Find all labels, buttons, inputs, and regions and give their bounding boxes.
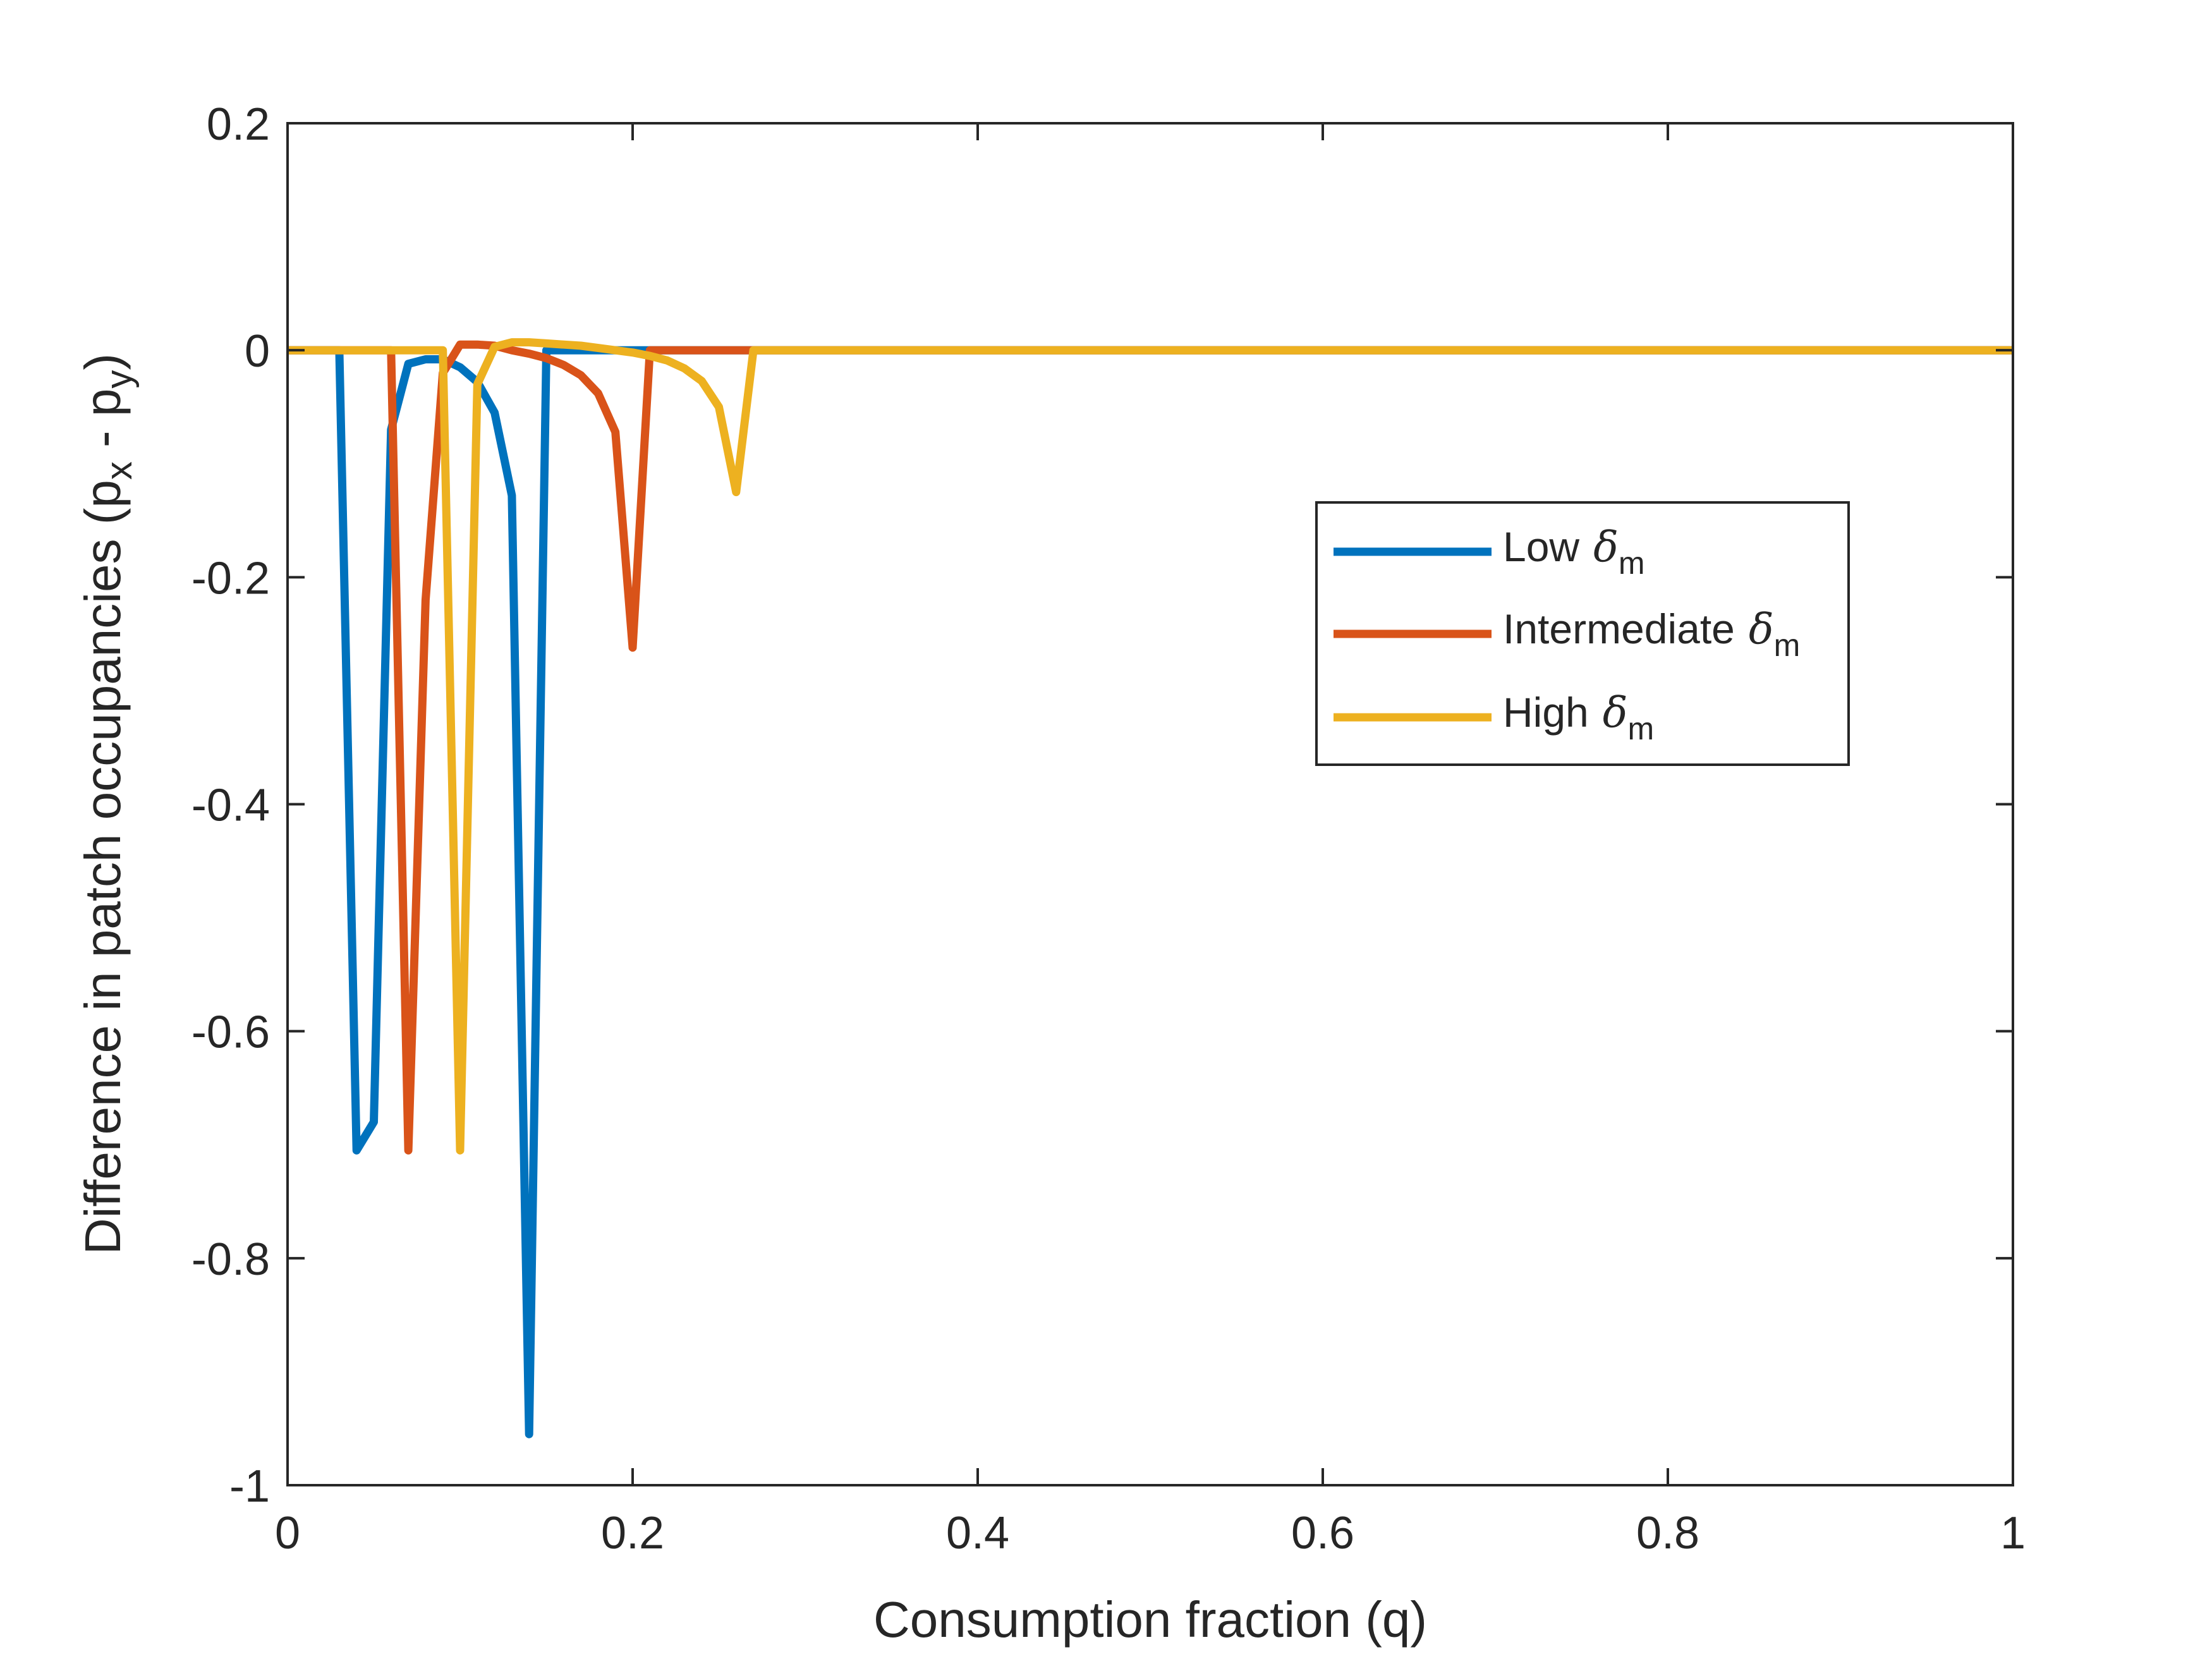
legend-label-high: High δm <box>1503 688 1654 746</box>
x-tick-label: 0.4 <box>946 1508 1009 1559</box>
x-tick-label: 0.6 <box>1291 1508 1354 1559</box>
legend-label-intermediate: Intermediate δm <box>1503 605 1800 663</box>
y-tick-label: -0.2 <box>191 553 270 604</box>
ticks <box>286 122 2014 1486</box>
x-tick-label: 0 <box>275 1508 300 1559</box>
legend-entry-high: High δm <box>1334 688 1654 746</box>
y-tick-label: 0.2 <box>207 99 270 150</box>
legend: Low δm Intermediate δm High δm <box>1315 501 1850 766</box>
y-tick-label: 0 <box>245 326 270 377</box>
series-line-high <box>288 338 2013 1155</box>
legend-entry-low: Low δm <box>1334 523 1644 581</box>
legend-entry-intermediate: Intermediate δm <box>1334 605 1800 663</box>
legend-label-low: Low δm <box>1503 523 1644 581</box>
y-tick-label: -0.8 <box>191 1234 270 1285</box>
x-axis-label: Consumption fraction (q) <box>873 1591 1427 1648</box>
x-tick-label: 0.2 <box>601 1508 664 1559</box>
y-tick-label: -0.6 <box>191 1007 270 1058</box>
tick-labels: 0 0.2 0.4 0.6 0.8 1 0.2 0 -0.2 -0.4 -0.6 -0.8 -1 <box>191 99 2026 1559</box>
x-tick-label: 0.8 <box>1636 1508 1699 1559</box>
x-tick-label: 1 <box>2000 1508 2026 1559</box>
y-tick-label: -0.4 <box>191 781 270 831</box>
y-axis-label: Difference in patch occupancies (px - py… <box>75 353 140 1255</box>
plot-lines <box>288 338 2013 1438</box>
y-tick-label: -1 <box>229 1461 270 1512</box>
